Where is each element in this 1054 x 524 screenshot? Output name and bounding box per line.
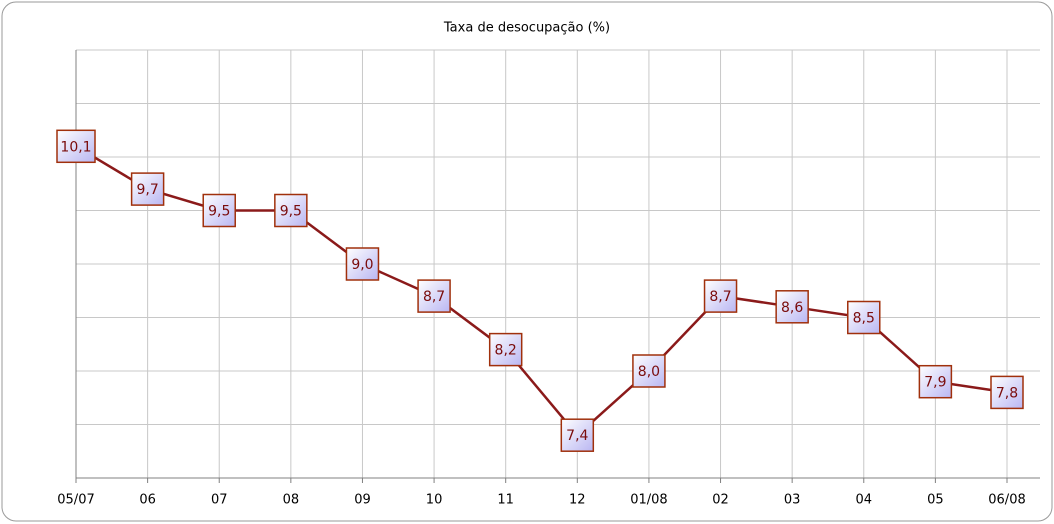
data-label-box — [488, 332, 523, 367]
data-label: 9,0 — [351, 257, 373, 273]
x-tick-label: 04 — [855, 493, 872, 508]
data-label: 9,5 — [280, 204, 302, 220]
data-label-box — [918, 364, 953, 399]
x-tick-label: 10 — [426, 493, 443, 508]
data-label: 8,7 — [423, 289, 445, 305]
data-label-box — [345, 247, 380, 281]
data-label-box — [274, 193, 308, 228]
data-label-box — [130, 172, 165, 206]
x-tick-label: 02 — [712, 493, 729, 508]
data-label-box — [56, 129, 96, 164]
x-tick-label: 07 — [211, 493, 228, 508]
x-tick-label: 09 — [354, 493, 371, 508]
x-tick-label: 05 — [927, 493, 944, 508]
data-label: 9,5 — [208, 204, 230, 220]
data-label-box — [847, 300, 881, 335]
x-tick-label: 05/07 — [57, 493, 94, 508]
data-label-box — [560, 418, 595, 452]
data-label: 8,0 — [638, 364, 660, 380]
x-tick-label: 06/08 — [988, 493, 1025, 508]
x-tick-label: 12 — [569, 493, 586, 508]
data-label: 8,5 — [853, 311, 875, 327]
x-tick-label: 03 — [784, 493, 801, 508]
x-tick-label: 08 — [283, 493, 300, 508]
data-label-box — [990, 375, 1024, 410]
data-label-box — [417, 279, 451, 313]
chart-title: Taxa de desocupação (%) — [443, 21, 610, 36]
data-label: 8,6 — [781, 300, 803, 316]
data-label: 10,1 — [60, 139, 91, 155]
data-label-box — [202, 193, 236, 228]
data-label: 9,7 — [136, 182, 158, 198]
data-label-box — [775, 290, 809, 324]
data-label-box — [632, 354, 666, 388]
x-tick-label: 06 — [139, 493, 156, 508]
data-label-box — [703, 279, 738, 313]
x-tick-label: 01/08 — [630, 493, 667, 508]
x-tick-label: 11 — [497, 493, 514, 508]
data-label: 8,2 — [495, 343, 517, 359]
data-label: 7,8 — [996, 385, 1018, 401]
data-label: 8,7 — [709, 289, 731, 305]
data-label: 7,4 — [566, 428, 588, 444]
data-label: 7,9 — [924, 375, 946, 391]
